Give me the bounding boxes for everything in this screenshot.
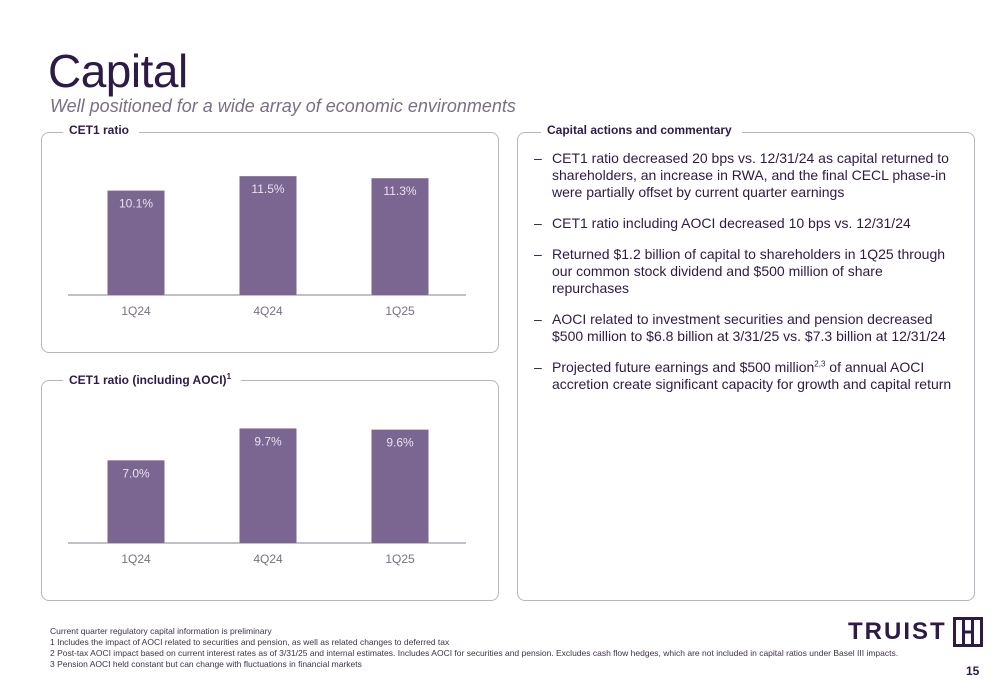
bar-1q25 bbox=[371, 178, 429, 295]
cet1-ratio-panel: 10.1% 1Q24 11.5% 4Q24 11.3% 1Q25 bbox=[41, 132, 499, 353]
cet1-ratio-chart: 10.1% 1Q24 11.5% 4Q24 11.3% 1Q25 bbox=[68, 176, 466, 318]
bar-value-label: 10.1% bbox=[119, 197, 153, 211]
commentary-list: – CET1 ratio decreased 20 bps vs. 12/31/2… bbox=[534, 150, 954, 407]
page-subtitle: Well positioned for a wide array of econ… bbox=[50, 96, 516, 116]
bar-value-label: 9.6% bbox=[386, 436, 414, 450]
bar-4q24 bbox=[239, 428, 297, 543]
cet1-aoci-chart: 7.0% 1Q24 9.7% 4Q24 9.6% 1Q25 bbox=[68, 428, 466, 566]
x-tick-label: 1Q25 bbox=[385, 304, 415, 318]
x-tick-label: 4Q24 bbox=[253, 552, 283, 566]
footnote-ref: 1 bbox=[226, 372, 232, 381]
dash-bullet: – bbox=[534, 311, 542, 327]
bar-value-label: 11.5% bbox=[251, 182, 284, 196]
cet1-aoci-panel: 7.0% 1Q24 9.7% 4Q24 9.6% 1Q25 bbox=[41, 380, 499, 601]
footnote: 2 Post-tax AOCI impact based on current … bbox=[50, 648, 899, 658]
commentary-panel bbox=[517, 132, 975, 601]
bar-1q25 bbox=[371, 429, 429, 543]
commentary-item: – CET1 ratio decreased 20 bps vs. 12/31/2… bbox=[534, 150, 954, 201]
dash-bullet: – bbox=[534, 215, 542, 231]
bar-1q24 bbox=[107, 190, 165, 295]
truist-h-mark-icon bbox=[952, 617, 983, 647]
truist-logo: TRUIST bbox=[848, 617, 983, 647]
commentary-text: Projected future earnings and $500 milli… bbox=[552, 359, 815, 375]
cet1-ratio-label: CET1 ratio bbox=[63, 123, 140, 137]
dash-bullet: – bbox=[534, 150, 542, 166]
bar-value-label: 7.0% bbox=[122, 466, 150, 480]
page-number: 15 bbox=[966, 664, 980, 678]
footnote: Current quarter regulatory capital infor… bbox=[50, 626, 272, 636]
commentary-item: – Returned $1.2 billion of capital to sha… bbox=[534, 246, 954, 297]
commentary-text: Returned $1.2 billion of capital to shar… bbox=[552, 246, 946, 296]
bar-1q24 bbox=[107, 460, 165, 543]
bar-value-label: 11.3% bbox=[383, 184, 416, 198]
page-title: Capital bbox=[48, 45, 188, 97]
commentary-item: – CET1 ratio including AOCI decreased 10 … bbox=[534, 215, 954, 232]
commentary-item: – AOCI related to investment securities a… bbox=[534, 311, 954, 345]
footnote: 1 Includes the impact of AOCI related to… bbox=[50, 637, 450, 647]
cet1-aoci-label: CET1 ratio (including AOCI)1 bbox=[63, 372, 242, 387]
cet1-aoci-label-text: CET1 ratio (including AOCI) bbox=[69, 373, 227, 387]
bar-4q24 bbox=[239, 176, 297, 295]
commentary-label: Capital actions and commentary bbox=[541, 123, 742, 137]
footnote-ref: 2,3 bbox=[814, 359, 826, 369]
commentary-text: AOCI related to investment securities an… bbox=[552, 311, 946, 344]
commentary-item: – Projected future earnings and $500 mill… bbox=[534, 359, 954, 393]
commentary-text: of annual AOCI accretion create signific… bbox=[552, 359, 952, 392]
commentary-text: CET1 ratio decreased 20 bps vs. 12/31/24… bbox=[552, 150, 949, 200]
dash-bullet: – bbox=[534, 359, 542, 375]
x-tick-label: 1Q25 bbox=[385, 552, 415, 566]
commentary-text: CET1 ratio including AOCI decreased 10 b… bbox=[552, 215, 911, 231]
x-tick-label: 4Q24 bbox=[253, 304, 283, 318]
x-tick-label: 1Q24 bbox=[121, 304, 151, 318]
x-tick-label: 1Q24 bbox=[121, 552, 151, 566]
footnote: 3 Pension AOCI held constant but can cha… bbox=[50, 659, 362, 669]
footnotes: Current quarter regulatory capital infor… bbox=[50, 626, 970, 670]
bar-value-label: 9.7% bbox=[254, 434, 282, 448]
logo-text: TRUIST bbox=[848, 618, 947, 645]
dash-bullet: – bbox=[534, 246, 542, 262]
